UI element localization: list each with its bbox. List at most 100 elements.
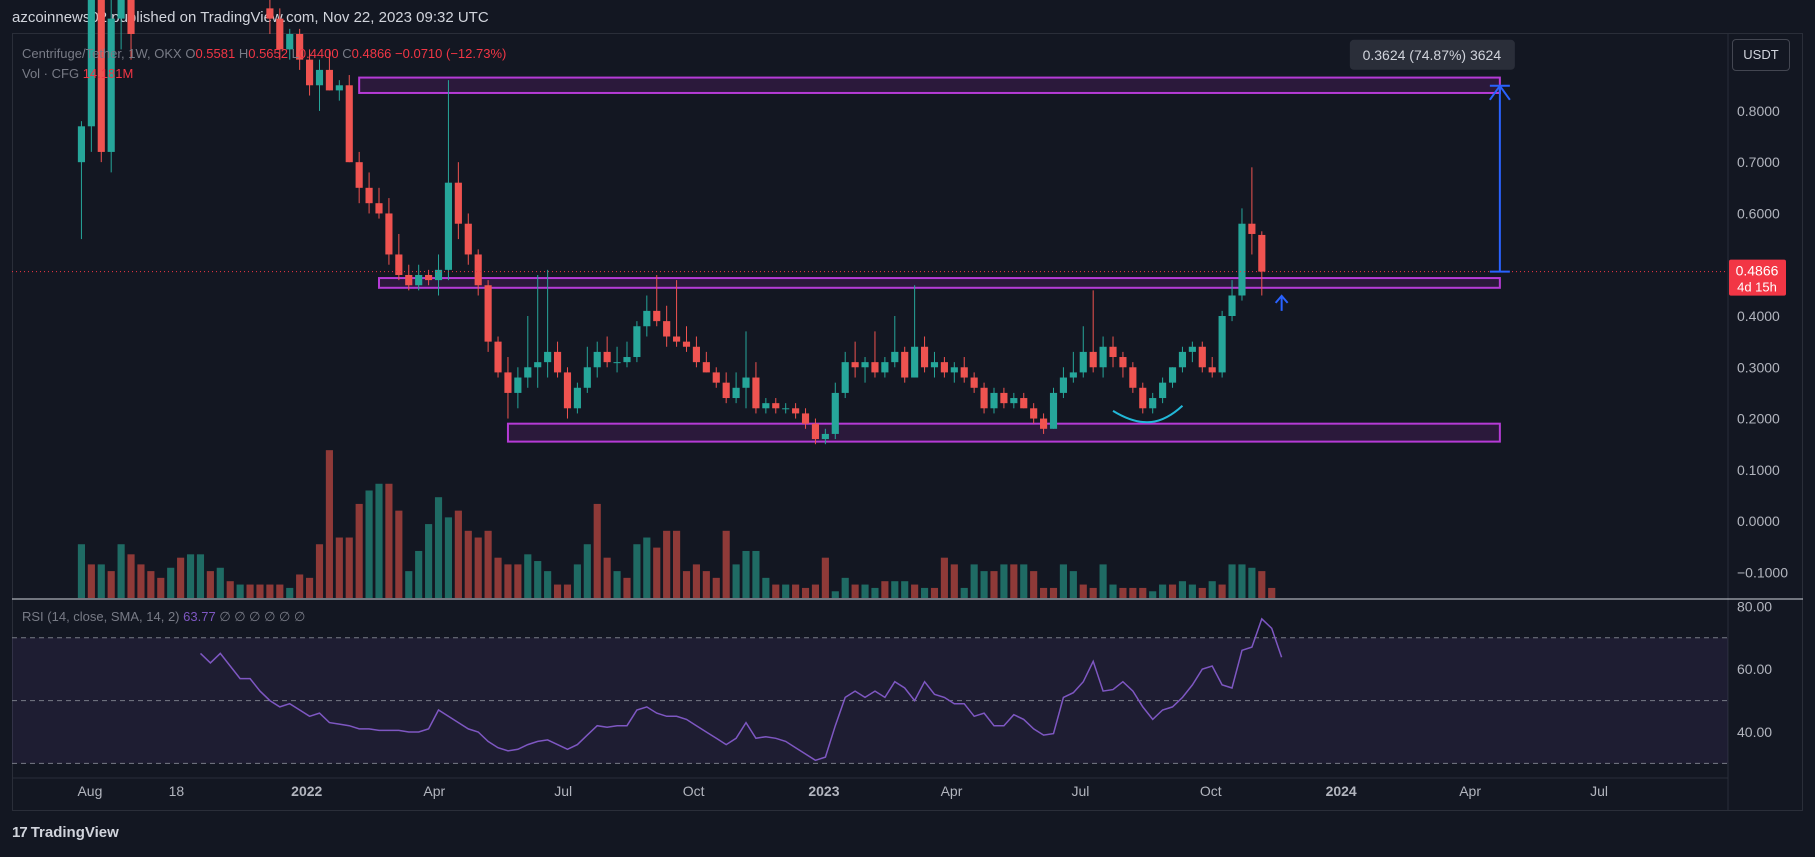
time-tick-label: Apr <box>941 783 963 799</box>
candle-body <box>1178 351 1187 368</box>
candle-body <box>623 357 631 363</box>
candle <box>77 121 86 240</box>
candle-body <box>861 362 869 368</box>
candle <box>1168 367 1177 388</box>
volume-bar <box>514 564 522 598</box>
candle-body <box>534 362 542 368</box>
candle <box>335 80 343 101</box>
volume-bar <box>673 530 681 598</box>
volume-bar <box>1109 584 1117 598</box>
candle <box>682 326 691 352</box>
volume-bar <box>1129 587 1137 598</box>
volume-bar <box>1069 571 1077 598</box>
volume-bar <box>653 547 661 598</box>
candle <box>653 274 661 327</box>
candle <box>901 346 909 383</box>
tradingview-logo-icon: 17 <box>12 824 28 841</box>
mid-support-zone[interactable] <box>378 277 1501 289</box>
candle-body <box>613 362 621 364</box>
candle <box>841 351 849 399</box>
time-tick-label: Jul <box>1071 783 1089 799</box>
candle-body <box>1129 367 1137 388</box>
volume-bar <box>1178 581 1187 598</box>
candle-body <box>911 346 919 378</box>
candle-body <box>434 269 443 281</box>
candle-body <box>375 203 383 214</box>
price-tick-label: 0.7000 <box>1737 154 1780 170</box>
volume-bar <box>395 510 403 598</box>
candle-body <box>1020 398 1028 409</box>
rsi-tick-label: 80.00 <box>1737 598 1772 614</box>
candle <box>97 0 105 163</box>
candle <box>266 0 274 34</box>
volume-bar <box>1000 564 1008 598</box>
volume-bar <box>97 564 105 598</box>
candle-body <box>692 346 700 363</box>
candle-body <box>871 362 879 373</box>
volume-bar <box>990 571 998 598</box>
volume-bar <box>266 584 274 598</box>
candle-body <box>990 392 998 409</box>
volume-bar <box>712 577 720 598</box>
volume-bar <box>613 571 621 598</box>
volume-bar <box>732 564 740 598</box>
candle <box>1089 290 1097 373</box>
candle <box>1109 336 1117 368</box>
volume-bar <box>1030 571 1038 598</box>
rsi-label[interactable]: RSI (14, close, SMA, 14, 2) <box>22 609 180 624</box>
rounding-bottom-curve[interactable] <box>1112 404 1184 424</box>
candle-body <box>1010 398 1018 404</box>
currency-button[interactable]: USDT <box>1732 39 1790 71</box>
candle <box>891 316 899 368</box>
volume-bar <box>1040 587 1048 598</box>
volume-bar <box>811 584 820 598</box>
candle <box>1188 341 1196 363</box>
volume-bar <box>544 571 552 598</box>
volume-bar <box>643 537 651 598</box>
upper-resistance-zone[interactable] <box>358 76 1501 94</box>
candle-body <box>722 382 730 399</box>
candle <box>871 331 879 378</box>
candle-body <box>712 372 720 383</box>
candle <box>643 295 651 337</box>
candle-body <box>127 0 135 34</box>
candle-body <box>643 310 651 327</box>
candle <box>583 346 591 393</box>
volume-bar <box>375 483 383 598</box>
volume-bar <box>464 530 472 598</box>
candle <box>702 351 710 373</box>
candle-body <box>464 223 472 255</box>
volume-bar <box>276 584 284 598</box>
candle <box>712 367 720 388</box>
volume-bar <box>1010 564 1018 598</box>
volume-bar <box>742 550 750 598</box>
volume-bar <box>960 587 968 598</box>
symbol-title[interactable]: Centrifuge/Tether, 1W, OKX <box>22 46 182 61</box>
candle-body <box>772 403 780 409</box>
candle-body <box>474 254 482 286</box>
candle <box>1198 341 1206 373</box>
time-tick-label: Aug <box>77 783 102 799</box>
candle <box>752 362 760 414</box>
candle <box>1208 357 1216 378</box>
time-tick-label: Oct <box>1200 783 1222 799</box>
lower-support-zone[interactable] <box>506 422 1501 443</box>
candle-body <box>524 367 532 378</box>
volume-label[interactable]: Vol · CFG <box>22 66 80 81</box>
candle <box>792 403 800 419</box>
candle <box>1099 336 1107 378</box>
candle-body <box>732 387 740 399</box>
candle-body <box>117 0 125 19</box>
price-legend-row: Centrifuge/Tether, 1W, OKX O0.5581 H0.56… <box>22 44 506 64</box>
candle <box>980 382 988 414</box>
volume-bar <box>663 530 671 598</box>
rsi-line[interactable] <box>199 617 1283 762</box>
candle <box>276 8 284 60</box>
candle-body <box>1109 346 1117 358</box>
candle <box>1079 326 1087 378</box>
volume-bar <box>950 564 958 598</box>
candle-body <box>901 351 909 378</box>
volume-bar <box>1238 564 1246 598</box>
volume-bar <box>682 571 691 598</box>
